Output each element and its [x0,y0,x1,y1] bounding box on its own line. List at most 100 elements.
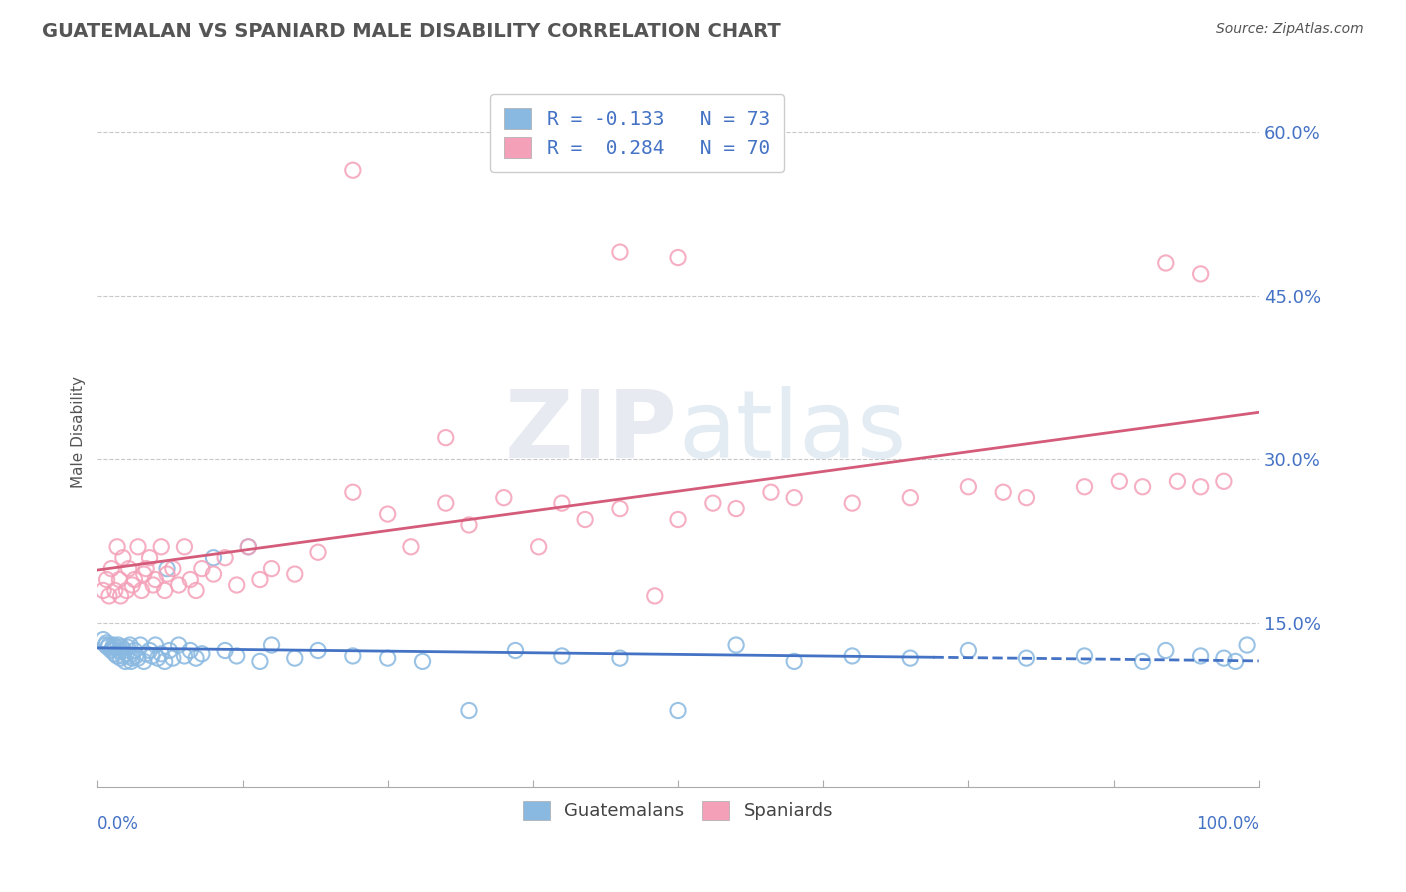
Point [129,638,152,652]
Point [184,651,207,665]
Point [307,643,329,657]
Point [115,583,138,598]
Point [112,643,135,657]
Point [725,501,748,516]
Point [96,636,118,650]
Point [898,651,921,665]
Point [153,654,176,668]
Point [142,578,165,592]
Point [124,643,146,657]
Point [551,648,574,663]
Point [898,491,921,505]
Point [993,485,1015,500]
Point [260,561,283,575]
Text: GUATEMALAN VS SPANIARD MALE DISABILITY CORRELATION CHART: GUATEMALAN VS SPANIARD MALE DISABILITY C… [42,22,780,41]
Point [609,245,631,260]
Point [377,651,399,665]
Point [399,540,422,554]
Point [131,583,153,598]
Point [1166,475,1188,489]
Point [157,643,180,657]
Point [284,651,307,665]
Point [249,573,271,587]
Point [342,485,364,500]
Point [104,647,127,661]
Point [104,583,127,598]
Point [666,251,689,265]
Point [91,632,114,647]
Text: atlas: atlas [678,386,907,478]
Point [225,578,247,592]
Point [492,491,515,505]
Point [138,643,160,657]
Point [214,550,236,565]
Point [104,640,127,655]
Point [97,589,120,603]
Text: ZIP: ZIP [505,386,678,478]
Point [1073,480,1095,494]
Point [957,643,980,657]
Point [1073,648,1095,663]
Point [173,648,195,663]
Point [1189,480,1212,494]
Legend: Guatemalans, Spaniards: Guatemalans, Spaniards [516,794,841,828]
Point [1154,256,1177,270]
Point [97,638,120,652]
Point [609,651,631,665]
Point [138,550,160,565]
Point [666,512,689,526]
Point [162,651,184,665]
Point [260,638,283,652]
Point [101,641,124,656]
Point [1015,651,1038,665]
Point [191,561,214,575]
Point [214,643,236,657]
Point [238,540,260,554]
Point [162,561,184,575]
Point [121,578,143,592]
Point [342,648,364,663]
Point [110,651,132,665]
Point [841,648,863,663]
Point [111,550,134,565]
Point [307,545,329,559]
Point [1225,654,1247,668]
Point [111,648,134,663]
Point [115,647,138,661]
Point [141,648,163,663]
Point [150,540,173,554]
Point [121,651,143,665]
Point [96,573,118,587]
Point [551,496,574,510]
Text: Source: ZipAtlas.com: Source: ZipAtlas.com [1216,22,1364,37]
Point [725,638,748,652]
Point [759,485,782,500]
Point [145,638,167,652]
Point [105,648,128,663]
Point [91,583,114,598]
Point [1189,267,1212,281]
Point [434,431,457,445]
Point [118,648,141,663]
Point [342,163,364,178]
Point [179,573,201,587]
Point [249,654,271,668]
Y-axis label: Male Disability: Male Disability [72,376,86,488]
Point [145,573,167,587]
Point [150,647,173,661]
Text: 100.0%: 100.0% [1195,815,1258,833]
Point [666,704,689,718]
Point [114,654,136,668]
Point [127,540,149,554]
Point [609,501,631,516]
Point [118,638,141,652]
Point [1189,648,1212,663]
Point [1154,643,1177,657]
Point [644,589,666,603]
Point [1212,475,1234,489]
Point [225,648,247,663]
Point [127,651,149,665]
Point [1015,491,1038,505]
Point [702,496,724,510]
Point [377,507,399,521]
